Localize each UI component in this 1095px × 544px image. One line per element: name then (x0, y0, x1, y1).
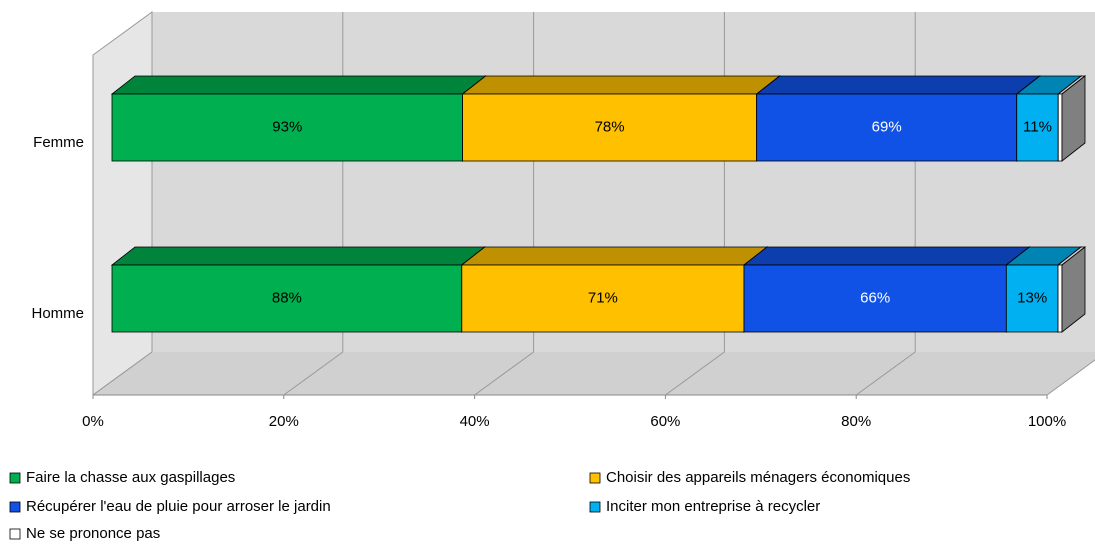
data-label: 93% (272, 118, 302, 135)
legend-label: Ne se prononce pas (26, 525, 160, 542)
bar (1057, 93, 1063, 162)
data-label: 13% (1017, 289, 1047, 306)
data-label: 88% (272, 289, 302, 306)
data-label: 66% (860, 289, 890, 306)
bar (756, 93, 1018, 162)
floor-grid-line (665, 351, 725, 396)
bar-top (110, 75, 487, 95)
data-label: 69% (872, 118, 902, 135)
y-tick-label: Femme (33, 134, 84, 151)
legend-swatch (9, 528, 21, 540)
legend-label: Choisir des appareils ménagers économiqu… (606, 469, 910, 486)
legend-label: Récupérer l'eau de pluie pour arroser le… (26, 498, 331, 515)
x-tick-label: 0% (82, 413, 104, 430)
x-tick-label: 20% (269, 413, 299, 430)
floor-grid-line (474, 351, 534, 396)
data-label: 11% (1023, 118, 1052, 135)
data-label: 78% (595, 118, 625, 135)
floor-grid-line (855, 351, 916, 396)
x-tick-label: 80% (841, 413, 871, 430)
x-tick-label: 60% (650, 413, 680, 430)
y-tick-label: Homme (31, 305, 84, 322)
bar-top (755, 75, 1041, 95)
bar (1057, 264, 1063, 333)
bar (743, 264, 1007, 333)
bar-top (110, 246, 486, 266)
legend-label: Inciter mon entreprise à recycler (606, 498, 820, 515)
bar (111, 264, 463, 333)
floor-grid-line (92, 351, 153, 396)
bar-top (461, 75, 781, 95)
side-wall (92, 11, 153, 396)
data-label: 71% (588, 289, 618, 306)
legend-swatch (589, 472, 601, 484)
bar-side (1061, 246, 1086, 333)
legend-swatch (589, 501, 601, 513)
bar-top (742, 246, 1031, 266)
bar-top (460, 246, 769, 266)
bar-side (1061, 75, 1086, 162)
bar (1005, 264, 1059, 333)
legend-swatch (9, 501, 21, 513)
floor-grid-line (283, 351, 344, 396)
legend-label: Faire la chasse aux gaspillages (26, 469, 235, 486)
x-tick-label: 100% (1028, 413, 1066, 430)
floor (93, 352, 1095, 395)
x-tick-label: 40% (460, 413, 490, 430)
legend-swatch (9, 472, 21, 484)
bar (462, 93, 758, 162)
bar (461, 264, 745, 333)
floor-grid-line (1046, 359, 1095, 396)
